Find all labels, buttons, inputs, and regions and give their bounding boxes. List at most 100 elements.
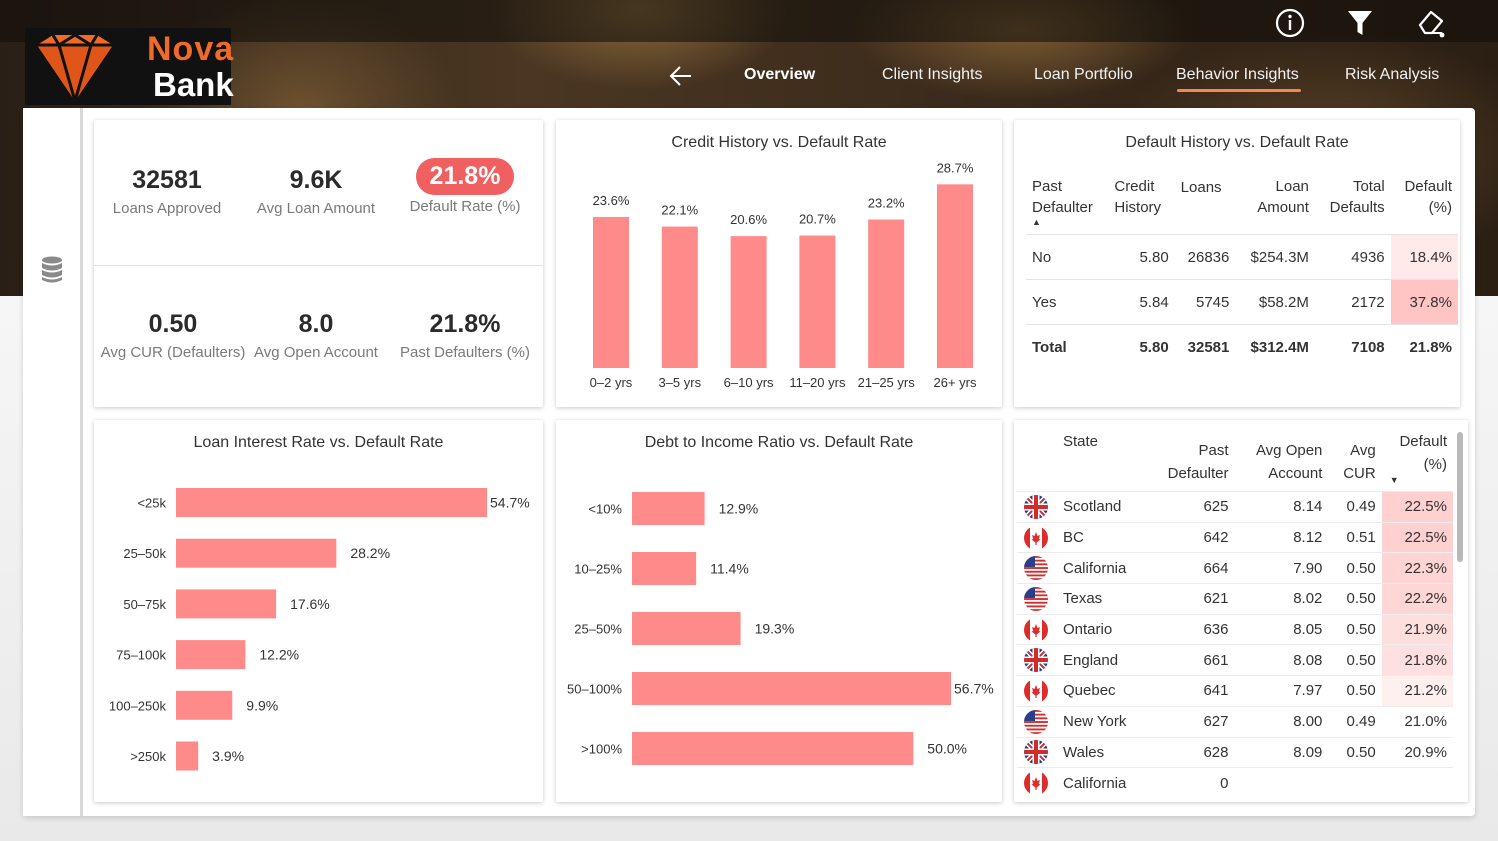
col-header-avg-cur[interactable]: Avg CUR	[1343, 442, 1376, 482]
bar-4[interactable]	[868, 219, 905, 368]
kpi-avg-loan-amount: 9.6K Avg Loan Amount	[241, 166, 391, 217]
bar-2[interactable]	[632, 612, 741, 645]
table-cell: 7108	[1314, 324, 1391, 370]
nav-loan-portfolio[interactable]: Loan Portfolio	[1034, 66, 1133, 83]
dti-chart-card: Debt to Income Ratio vs. Default Rate <1…	[556, 420, 1002, 802]
us-flag-icon	[1017, 705, 1057, 737]
past-defaulter-cell: 641	[1147, 675, 1235, 707]
bar-0[interactable]	[593, 216, 629, 368]
table-cell: 5.80	[1108, 324, 1175, 370]
nav-risk-analysis[interactable]: Risk Analysis	[1345, 66, 1440, 83]
table-scrollbar[interactable]	[1457, 432, 1463, 562]
bar-5[interactable]	[937, 184, 973, 368]
bar-4[interactable]	[632, 732, 914, 765]
info-icon[interactable]	[1272, 7, 1308, 39]
default-pct-cell: 22.5%	[1381, 491, 1453, 523]
bar-0[interactable]	[632, 492, 705, 525]
data-label: 11.4%	[710, 561, 749, 577]
default-history-card: Default History vs. Default Rate Past Def…	[1014, 120, 1460, 407]
eraser-icon[interactable]	[1412, 7, 1448, 39]
kpi-value: 32581	[132, 166, 202, 194]
bar-1[interactable]	[632, 552, 697, 585]
kpi-label: Avg Loan Amount	[256, 200, 376, 217]
arrow-left-icon[interactable]	[668, 63, 694, 89]
brand-name-line1: Nova	[147, 30, 235, 68]
kpi-loans-approved: 32581 Loans Approved	[92, 166, 242, 217]
col-header-total-defaults[interactable]: Total Defaults	[1329, 178, 1385, 216]
kpi-avg-open-account: 8.0 Avg Open Account	[241, 310, 391, 361]
chart-title: Debt to Income Ratio vs. Default Rate	[644, 434, 914, 451]
avg-cur-cell: 0.50	[1328, 613, 1382, 645]
table-row[interactable]: Ontario 636 8.05 0.50 21.9%	[1017, 613, 1453, 645]
past-defaulter-cell: 0	[1147, 767, 1235, 799]
state-cell: New York	[1057, 705, 1148, 737]
bar-1[interactable]	[661, 226, 698, 368]
bar-2[interactable]	[730, 236, 767, 368]
y-tick-label: 50–75k	[123, 597, 166, 612]
nav-client-insights[interactable]: Client Insights	[882, 66, 983, 83]
bar-3[interactable]	[632, 672, 951, 705]
past-defaulter-cell: 661	[1147, 644, 1235, 676]
table-row[interactable]: New York 627 8.00 0.49 21.0%	[1017, 705, 1453, 737]
col-header-default-pct[interactable]: Default (%) ▼	[1389, 433, 1447, 485]
state-cell: BC	[1057, 521, 1148, 553]
table-row[interactable]: England 661 8.08 0.50 21.8%	[1017, 644, 1453, 676]
us-flag-icon	[1017, 552, 1057, 584]
table-row[interactable]: BC 642 8.12 0.51 22.5%	[1017, 521, 1453, 553]
database-icon[interactable]	[40, 255, 64, 285]
bar-3[interactable]	[799, 235, 836, 368]
default-pct-cell: 22.2%	[1381, 583, 1453, 615]
table-row[interactable]: Texas 621 8.02 0.50 22.2%	[1017, 583, 1453, 615]
filter-icon[interactable]	[1342, 7, 1378, 39]
bar-5[interactable]	[176, 741, 199, 771]
kpi-label: Avg Open Account	[254, 344, 378, 361]
kpi-value: 21.8%	[429, 310, 501, 338]
col-header-default-pct[interactable]: Default (%)	[1404, 178, 1452, 216]
data-label: 22.1%	[661, 203, 698, 218]
uk-flag-icon	[1017, 644, 1057, 676]
canada-flag-icon	[1017, 767, 1057, 799]
nav-behavior-insights[interactable]: Behavior Insights	[1176, 66, 1299, 83]
y-tick-label: >100%	[581, 742, 622, 757]
loan-interest-chart: <25k 54.7% 25–50k 28.2% 50–75k 17.6% 75–100k 12…	[109, 488, 530, 771]
bar-4[interactable]	[176, 690, 233, 720]
avg-open-account-cell: 7.97	[1234, 675, 1329, 707]
avg-open-account-cell: 8.14	[1234, 491, 1329, 523]
table-row[interactable]: California 0	[1017, 767, 1453, 799]
table-row[interactable]: Wales 628 8.09 0.50 20.9%	[1017, 736, 1453, 768]
col-header-avg-open-account[interactable]: Avg Open Account	[1255, 442, 1323, 482]
col-header-past-defaulter[interactable]: Past Defaulter ▲	[1026, 176, 1108, 235]
col-header-loan-amount[interactable]: Loan Amount	[1257, 178, 1309, 216]
kpi-label: Default Rate (%)	[409, 198, 521, 215]
bar-3[interactable]	[176, 640, 246, 670]
data-label: 28.7%	[937, 160, 974, 175]
table-cell: 18.4%	[1390, 234, 1458, 280]
uk-flag-icon	[1017, 491, 1057, 523]
bar-1[interactable]	[176, 538, 337, 568]
data-label: 12.9%	[719, 501, 759, 517]
col-header-state[interactable]: State	[1063, 433, 1099, 450]
x-tick-label: 0–2 yrs	[590, 375, 633, 390]
sort-down-icon: ▼	[1389, 475, 1399, 485]
nav-overview[interactable]: Overview	[744, 66, 816, 83]
table-row[interactable]: No 5.80 26836 $254.3M 4936 18.4%	[1026, 234, 1458, 280]
table-row[interactable]: Yes 5.84 5745 $58.2M 2172 37.8%	[1026, 279, 1458, 325]
x-tick-label: 26+ yrs	[934, 375, 977, 390]
data-label: 23.2%	[868, 196, 905, 211]
bar-0[interactable]	[176, 488, 487, 517]
table-row[interactable]: Scotland 625 8.14 0.49 22.5%	[1017, 491, 1453, 523]
data-label: 20.7%	[799, 212, 836, 227]
avg-cur-cell: 0.49	[1328, 705, 1382, 737]
brand-name-line2: Bank	[153, 66, 234, 103]
col-header-past-defaulter[interactable]: Past Defaulter	[1167, 442, 1229, 482]
col-header-loans[interactable]: Loans	[1180, 179, 1222, 196]
bar-2[interactable]	[176, 589, 277, 619]
table-cell: No	[1026, 234, 1109, 280]
col-header-credit-history[interactable]: Credit History	[1114, 178, 1162, 216]
credit-history-chart: 23.6% 0–2 yrs 22.1% 3–5 yrs 20.6% 6–10 yrs 20.…	[590, 160, 977, 390]
y-tick-label: 10–25%	[574, 562, 622, 577]
table-row[interactable]: Quebec 641 7.97 0.50 21.2%	[1017, 675, 1453, 707]
table-row[interactable]: California 664 7.90 0.50 22.3%	[1017, 552, 1453, 584]
past-defaulter-cell: 625	[1147, 491, 1235, 523]
x-tick-label: 6–10 yrs	[724, 375, 774, 390]
